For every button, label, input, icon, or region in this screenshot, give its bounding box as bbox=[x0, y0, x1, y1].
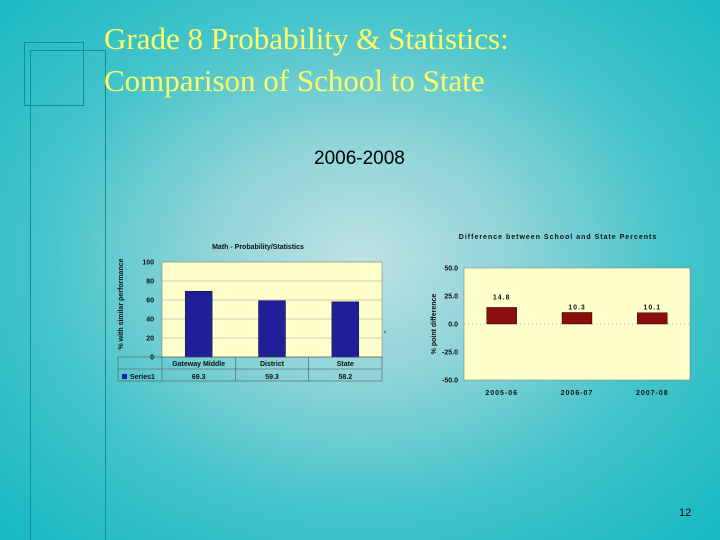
chart2-title: Difference between School and State Perc… bbox=[459, 234, 657, 241]
chart1-bar bbox=[331, 301, 360, 358]
chart2-ytick-label: 50.0 bbox=[444, 266, 458, 273]
chart2-ytick-label: 0.0 bbox=[448, 322, 458, 329]
chart1-data-table: Series1 Gateway Middle District State 69.3… bbox=[117, 356, 383, 382]
chart1-ytick-label: 100 bbox=[142, 260, 154, 267]
slide-title: Grade 8 Probability & Statistics: Compar… bbox=[104, 18, 704, 102]
chart2-ytick-label: -50.0 bbox=[442, 378, 458, 385]
school-state-difference-chart: Difference between School and State Perc… bbox=[431, 234, 691, 397]
chart2-category-label: 2005-06 bbox=[485, 390, 518, 397]
chart1-bar bbox=[258, 300, 286, 358]
chart1-stray-mark: , bbox=[384, 327, 386, 334]
chart2-data-label: 10.3 bbox=[568, 304, 586, 311]
chart2-data-label: 14.8 bbox=[493, 294, 511, 301]
chart1-ytick-label: 0 bbox=[150, 355, 154, 362]
page-number: 12 bbox=[679, 507, 692, 519]
chart1-legend-swatch bbox=[122, 374, 127, 379]
chart2-data-label: 10.1 bbox=[644, 305, 662, 312]
chart1-category-label: District bbox=[260, 361, 285, 368]
decorative-frame bbox=[24, 42, 84, 106]
chart1-legend-label: Series1 bbox=[130, 374, 155, 381]
slide-title-line1: Grade 8 Probability & Statistics: bbox=[104, 21, 509, 56]
chart1-category-label: Gateway Middle bbox=[172, 361, 225, 368]
chart1-table-value: 58.2 bbox=[339, 374, 353, 381]
chart2-ytick-label: -25.0 bbox=[442, 350, 458, 357]
chart2-category-label: 2007-08 bbox=[636, 390, 669, 397]
chart1-table-value: 69.3 bbox=[192, 374, 206, 381]
chart2-bar bbox=[561, 312, 593, 325]
chart1-bar bbox=[184, 290, 213, 358]
chart1-category-label: State bbox=[337, 361, 354, 368]
chart1-ytick-label: 80 bbox=[146, 279, 154, 286]
school-comparison-chart: Math - Probability/Statistics % with sim… bbox=[117, 244, 386, 382]
chart1-ytick-label: 20 bbox=[146, 336, 154, 343]
slide-title-line2: Comparison of School to State bbox=[104, 63, 485, 98]
chart1-ytick-label: 60 bbox=[146, 298, 154, 305]
chart2-bar bbox=[486, 307, 517, 325]
chart2-category-label: 2006-07 bbox=[561, 390, 594, 397]
chart1-ytick-label: 40 bbox=[146, 317, 154, 324]
chart2-ylabel: % point difference bbox=[431, 294, 438, 355]
chart2-bar bbox=[637, 312, 668, 325]
chart1-table-value: 59.3 bbox=[265, 374, 279, 381]
slide-subtitle: 2006-2008 bbox=[314, 148, 405, 169]
chart1-ylabel: % with similar performance bbox=[118, 258, 125, 349]
chart2-ytick-label: 25.0 bbox=[444, 294, 458, 301]
decorative-frame bbox=[30, 50, 106, 540]
chart1-title: Math - Probability/Statistics bbox=[212, 244, 304, 251]
